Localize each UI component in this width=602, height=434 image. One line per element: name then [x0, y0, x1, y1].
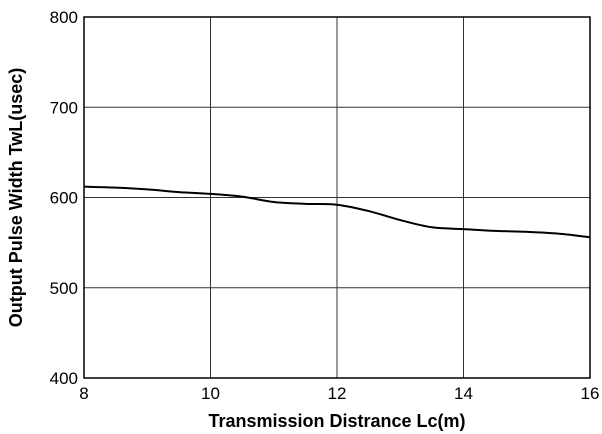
x-tick-label: 10 [201, 384, 220, 403]
x-tick-labels: 8 10 12 14 16 [79, 384, 599, 403]
y-tick-label: 600 [50, 189, 78, 208]
x-tick-label: 16 [581, 384, 600, 403]
y-tick-label: 500 [50, 279, 78, 298]
x-axis-label: Transmission Distrance Lc(m) [208, 411, 465, 431]
y-tick-label: 800 [50, 8, 78, 27]
x-tick-label: 14 [454, 384, 473, 403]
x-tick-label: 8 [79, 384, 88, 403]
grid-lines [83, 16, 591, 379]
y-tick-label: 700 [50, 98, 78, 117]
plot-frame [83, 16, 591, 379]
y-tick-label: 400 [50, 369, 78, 388]
series-line [83, 185, 591, 239]
y-tick-labels: 400 500 600 700 800 [50, 8, 78, 388]
y-axis-label: Output Pulse Width TwL(usec) [6, 68, 26, 328]
x-tick-label: 12 [328, 384, 347, 403]
series-lines [83, 185, 591, 239]
